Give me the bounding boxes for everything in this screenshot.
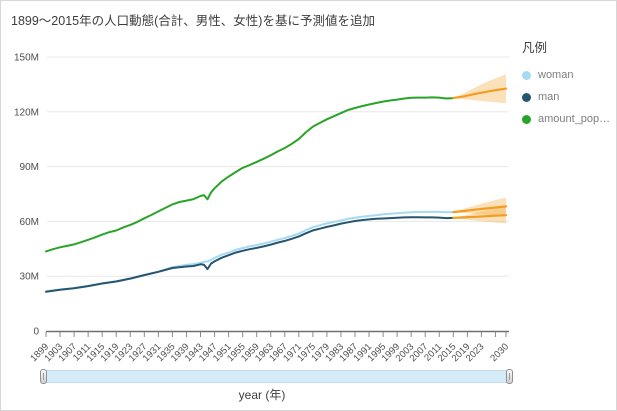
- y-tick-label: 60M: [20, 217, 39, 228]
- y-tick-label: 120M: [14, 107, 39, 118]
- y-tick-label: 30M: [20, 272, 39, 283]
- x-axis-title: year (年): [238, 388, 286, 402]
- amount-population-series-dot-icon: [522, 114, 531, 124]
- forecast-line-amount_population: [452, 87, 508, 100]
- chart-title: 1899〜2015年の人口動態(合計、男性、女性)を基に予測値を追加: [11, 14, 375, 28]
- population-line-chart: 030M60M90M120M150M1899190319071911191519…: [14, 53, 511, 365]
- series-line-amount_population: [45, 96, 455, 253]
- series-line-man: [45, 216, 455, 293]
- x-tick-label: 2030: [488, 341, 511, 364]
- legend-label: amount_popul...: [538, 113, 614, 125]
- man-series-dot-icon: [522, 92, 531, 102]
- x-range-slider[interactable]: [40, 369, 513, 384]
- legend-label: man: [538, 91, 560, 103]
- slider-track[interactable]: [43, 370, 510, 383]
- slider-handle-right[interactable]: [506, 369, 513, 384]
- forecast-line-woman: [452, 205, 508, 214]
- legend-item-amount-population[interactable]: amount_popul...: [522, 113, 614, 125]
- woman-series-dot-icon: [522, 70, 531, 80]
- forecast-line-man: [452, 214, 508, 219]
- legend-panel: 凡例 woman man amount_popul...: [522, 37, 614, 135]
- legend-title: 凡例: [522, 41, 548, 55]
- slider-handle-left[interactable]: [40, 369, 47, 384]
- forecast-band-man: [453, 206, 506, 224]
- y-tick-label: 150M: [14, 53, 39, 64]
- legend-item-man[interactable]: man: [522, 91, 614, 103]
- y-tick-label: 90M: [20, 162, 39, 173]
- legend-item-woman[interactable]: woman: [522, 69, 614, 81]
- series-line-woman: [45, 210, 455, 293]
- y-tick-label: 0: [33, 327, 39, 338]
- legend-label: woman: [538, 69, 574, 81]
